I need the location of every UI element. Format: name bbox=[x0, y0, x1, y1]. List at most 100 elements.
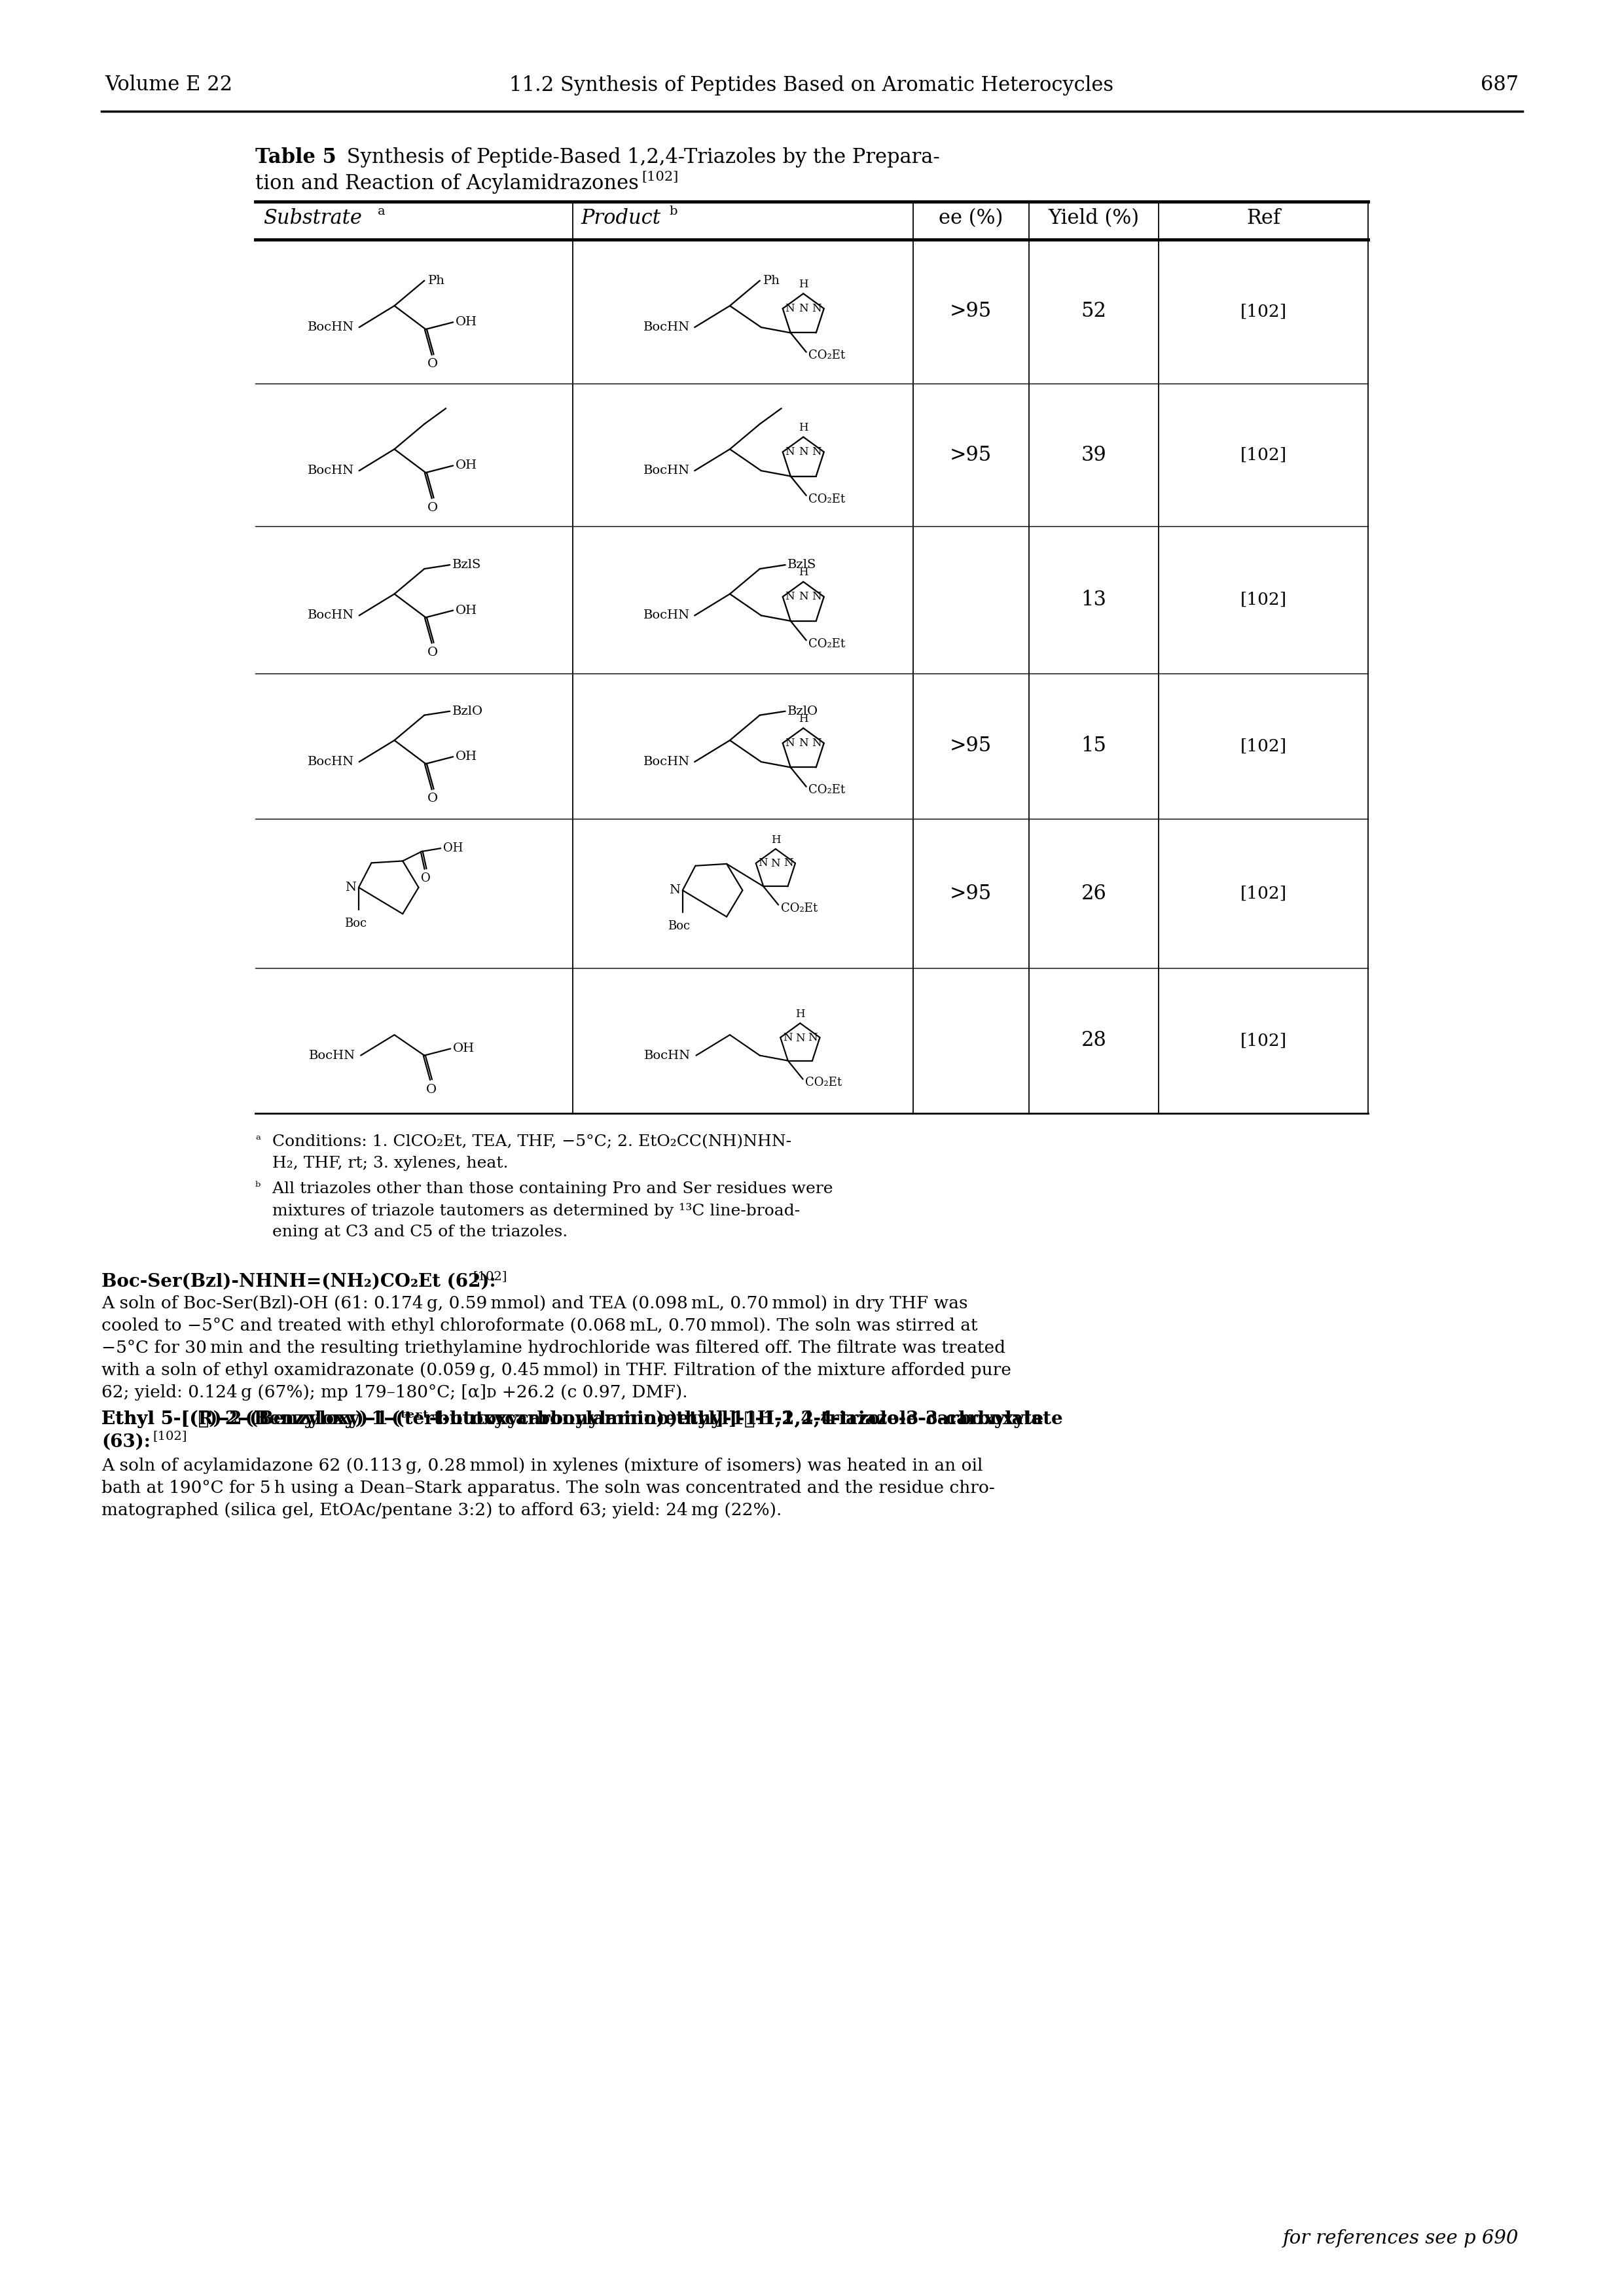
Text: N: N bbox=[346, 882, 356, 893]
Text: [102]: [102] bbox=[473, 1270, 507, 1281]
Text: H: H bbox=[799, 567, 809, 579]
Text: CO₂Et: CO₂Et bbox=[809, 785, 846, 797]
Text: a: a bbox=[378, 207, 385, 218]
Text: BocHN: BocHN bbox=[643, 321, 690, 333]
Text: OH: OH bbox=[455, 751, 477, 762]
Text: H₂, THF, rt; 3. xylenes, heat.: H₂, THF, rt; 3. xylenes, heat. bbox=[266, 1155, 508, 1171]
Text: Ref: Ref bbox=[1246, 209, 1280, 227]
Text: A soln of acylamidazone 62 (0.113 g, 0.28 mmol) in xylenes (mixture of isomers) : A soln of acylamidazone 62 (0.113 g, 0.2… bbox=[101, 1458, 996, 1518]
Text: Boc: Boc bbox=[344, 918, 367, 930]
Text: N: N bbox=[799, 434, 809, 457]
Text: H: H bbox=[771, 833, 781, 845]
Text: ᵇ: ᵇ bbox=[255, 1182, 261, 1194]
Text: BocHN: BocHN bbox=[643, 611, 690, 622]
Text: H: H bbox=[799, 714, 809, 726]
Text: N: N bbox=[812, 303, 822, 315]
Text: N: N bbox=[783, 1031, 793, 1042]
Text: 11.2 Synthesis of Peptides Based on Aromatic Heterocycles: 11.2 Synthesis of Peptides Based on Arom… bbox=[510, 76, 1114, 94]
Text: Conditions: 1. ClCO₂Et, TEA, THF, −5°C; 2. EtO₂CC(NH)NHN-: Conditions: 1. ClCO₂Et, TEA, THF, −5°C; … bbox=[266, 1134, 791, 1150]
Text: Volume E 22: Volume E 22 bbox=[104, 76, 232, 94]
Text: CO₂Et: CO₂Et bbox=[809, 349, 846, 360]
Text: >95: >95 bbox=[950, 737, 992, 755]
Text: O: O bbox=[425, 1084, 437, 1095]
Text: N: N bbox=[784, 737, 794, 748]
Text: N: N bbox=[784, 303, 794, 315]
Text: [102]: [102] bbox=[1241, 737, 1286, 755]
Text: N: N bbox=[812, 737, 822, 748]
Text: tion and Reaction of Acylamidrazones: tion and Reaction of Acylamidrazones bbox=[255, 174, 638, 193]
Text: (63):: (63): bbox=[101, 1433, 151, 1451]
Text: OH: OH bbox=[453, 1042, 474, 1054]
Text: Synthesis of Peptide-Based 1,2,4-Triazoles by the Prepara-: Synthesis of Peptide-Based 1,2,4-Triazol… bbox=[341, 147, 940, 168]
Text: [102]: [102] bbox=[1241, 592, 1286, 608]
Text: H: H bbox=[796, 1008, 806, 1019]
Text: N: N bbox=[812, 590, 822, 602]
Text: >95: >95 bbox=[950, 301, 992, 321]
Text: Yield (%): Yield (%) bbox=[1047, 209, 1140, 227]
Text: Ethyl 5-[(R)-2-(Benzyloxy)-1-(tert-butoxycarbonylamino)ethyl]-1H-1,2,4-triazole-: Ethyl 5-[(R)-2-(Benzyloxy)-1-(tert-butox… bbox=[101, 1410, 1062, 1428]
Text: Boc: Boc bbox=[667, 921, 690, 932]
Text: BocHN: BocHN bbox=[309, 611, 354, 622]
Text: Ph: Ph bbox=[763, 276, 781, 287]
Text: OH: OH bbox=[455, 317, 477, 328]
Text: Ethyl 5-[(ℝ)-2-(Benzyloxy)-1-(ᵗᵉʳᵗ-butoxycarbonylamino)ethyl]-1ℍ-1,2,4-triazole-: Ethyl 5-[(ℝ)-2-(Benzyloxy)-1-(ᵗᵉʳᵗ-butox… bbox=[101, 1410, 1044, 1428]
Text: CO₂Et: CO₂Et bbox=[809, 638, 846, 650]
Text: N: N bbox=[783, 859, 793, 868]
Text: 52: 52 bbox=[1082, 301, 1106, 321]
Text: ee (%): ee (%) bbox=[939, 209, 1004, 227]
Text: [102]: [102] bbox=[1241, 448, 1286, 464]
Text: N: N bbox=[784, 590, 794, 602]
Text: [102]: [102] bbox=[1241, 303, 1286, 319]
Text: BzlO: BzlO bbox=[451, 705, 482, 716]
Text: 15: 15 bbox=[1082, 737, 1106, 755]
Text: for references see p 690: for references see p 690 bbox=[1283, 2229, 1518, 2248]
Text: Substrate: Substrate bbox=[263, 209, 362, 227]
Text: N: N bbox=[669, 884, 680, 895]
Text: ᵃ: ᵃ bbox=[255, 1134, 260, 1146]
Text: BocHN: BocHN bbox=[309, 1049, 356, 1061]
Text: N: N bbox=[758, 859, 768, 868]
Text: [102]: [102] bbox=[1241, 1033, 1286, 1049]
Text: O: O bbox=[427, 503, 438, 514]
Text: ening at C3 and C5 of the triazoles.: ening at C3 and C5 of the triazoles. bbox=[266, 1224, 568, 1240]
Text: BocHN: BocHN bbox=[309, 755, 354, 767]
Text: [102]: [102] bbox=[153, 1430, 187, 1442]
Text: mixtures of triazole tautomers as determined by ¹³C line-broad-: mixtures of triazole tautomers as determ… bbox=[266, 1203, 801, 1219]
Text: N: N bbox=[799, 289, 809, 315]
Text: N: N bbox=[799, 579, 809, 602]
Text: 39: 39 bbox=[1082, 445, 1106, 466]
Text: BzlS: BzlS bbox=[451, 558, 481, 572]
Text: Table 5: Table 5 bbox=[255, 147, 336, 168]
Text: 28: 28 bbox=[1082, 1031, 1106, 1052]
Text: A soln of Boc-Ser(Bzl)-OH (61: 0.174 g, 0.59 mmol) and TEA (0.098 mL, 0.70 mmol): A soln of Boc-Ser(Bzl)-OH (61: 0.174 g, … bbox=[101, 1295, 1012, 1401]
Text: Product: Product bbox=[581, 209, 661, 227]
Text: BocHN: BocHN bbox=[309, 321, 354, 333]
Text: >95: >95 bbox=[950, 445, 992, 466]
Text: N: N bbox=[796, 1019, 806, 1045]
Text: All triazoles other than those containing Pro and Ser residues were: All triazoles other than those containin… bbox=[266, 1182, 833, 1196]
Text: CO₂Et: CO₂Et bbox=[781, 902, 817, 914]
Text: 13: 13 bbox=[1082, 590, 1106, 611]
Text: [102]: [102] bbox=[1241, 886, 1286, 902]
Text: O: O bbox=[427, 647, 438, 659]
Text: b: b bbox=[669, 207, 677, 218]
Text: 26: 26 bbox=[1082, 884, 1106, 905]
Text: N: N bbox=[809, 1031, 817, 1042]
Text: BocHN: BocHN bbox=[643, 464, 690, 478]
Text: CO₂Et: CO₂Et bbox=[806, 1077, 841, 1088]
Text: N: N bbox=[799, 726, 809, 748]
Text: Ph: Ph bbox=[429, 276, 445, 287]
Text: OH: OH bbox=[455, 459, 477, 471]
Text: BocHN: BocHN bbox=[645, 1049, 690, 1061]
Text: Boc-Ser(Bzl)-NHNH=(NH₂)CO₂Et (62):: Boc-Ser(Bzl)-NHNH=(NH₂)CO₂Et (62): bbox=[101, 1272, 495, 1290]
Text: BzlO: BzlO bbox=[788, 705, 818, 716]
Text: N: N bbox=[812, 445, 822, 457]
Text: N: N bbox=[771, 845, 781, 870]
Text: 687: 687 bbox=[1481, 76, 1518, 94]
Text: O: O bbox=[421, 872, 430, 884]
Text: O: O bbox=[427, 358, 438, 370]
Text: BocHN: BocHN bbox=[643, 755, 690, 767]
Text: N: N bbox=[784, 445, 794, 457]
Text: >95: >95 bbox=[950, 884, 992, 905]
Text: O: O bbox=[427, 792, 438, 804]
